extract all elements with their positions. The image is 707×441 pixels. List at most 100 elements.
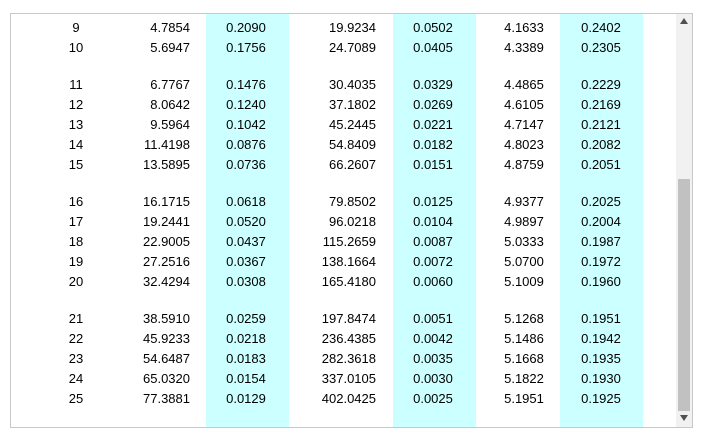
value-cell: 4.0214 <box>111 14 190 16</box>
value-cell: 0.0042 <box>413 331 453 346</box>
value-cell: 45.9233 <box>143 331 190 346</box>
vertical-scrollbar[interactable] <box>676 14 692 427</box>
value-cell: 79.8502 <box>329 194 376 209</box>
value-cell: 5.0333 <box>504 234 544 249</box>
value-cell: 0.0308 <box>226 274 266 289</box>
value-cell: 0.1935 <box>581 351 621 366</box>
value-cell: 9.5964 <box>150 117 190 132</box>
value-cell: 0.0129 <box>226 391 266 406</box>
value-cell: 96.0218 <box>329 214 376 229</box>
value-cell: 54.8409 <box>329 137 376 152</box>
row-index-cell: 20 <box>68 274 84 289</box>
row-index-cell: 14 <box>68 137 84 152</box>
value-cell: 0.0329 <box>413 77 453 92</box>
triangle-up-icon <box>680 18 688 24</box>
value-cell: 0.0151 <box>413 157 453 172</box>
value-cell: 8.0642 <box>150 97 190 112</box>
value-cell: 5.1951 <box>504 391 544 406</box>
value-cell: 6.7767 <box>150 77 190 92</box>
row-index-cell: 12 <box>68 97 84 112</box>
value-cell: 0.0629 <box>403 14 463 16</box>
row-index-cell: 15 <box>68 157 84 172</box>
table-row: 25 77.3881 0.0129 402.0425 0.0025 5.1951 0.192… <box>11 389 677 409</box>
table-viewport: 8 4.0214 0.2487 15.9020 0.0629 3.9544 0.2529 9 4… <box>11 14 677 427</box>
value-cell: 0.0182 <box>413 137 453 152</box>
value-cell: 0.0618 <box>226 194 266 209</box>
row-index-cell: 19 <box>68 254 84 269</box>
table-row: 12 8.0642 0.1240 37.1802 0.0269 4.6105 0.2169 <box>11 95 677 115</box>
value-cell: 337.0105 <box>321 371 376 386</box>
value-cell: 0.0104 <box>413 214 453 229</box>
table-row: 17 19.2441 0.0520 96.0218 0.0104 4.9897 0.2004 <box>11 212 677 232</box>
scroll-up-button[interactable] <box>676 14 692 30</box>
value-cell: 402.0425 <box>321 391 376 406</box>
value-cell: 0.0051 <box>413 311 453 326</box>
row-index-cell: 11 <box>69 77 83 92</box>
value-cell: 0.1930 <box>581 371 621 386</box>
value-cell: 3.9544 <box>489 14 559 16</box>
value-cell: 0.0367 <box>226 254 266 269</box>
value-cell: 5.1009 <box>504 274 544 289</box>
value-cell: 0.2487 <box>216 14 276 16</box>
value-cell: 5.1668 <box>504 351 544 366</box>
value-cell: 0.0876 <box>226 137 266 152</box>
value-cell: 5.1822 <box>504 371 544 386</box>
value-cell: 0.1942 <box>581 331 621 346</box>
value-cell: 0.0221 <box>413 117 453 132</box>
value-cell: 54.6487 <box>143 351 190 366</box>
row-index-cell: 23 <box>68 351 84 366</box>
highlight-column-band <box>560 14 643 427</box>
table-row: 23 54.6487 0.0183 282.3618 0.0035 5.1668 0.193… <box>11 349 677 369</box>
table-row: 8 4.0214 0.2487 15.9020 0.0629 3.9544 0.2529 <box>11 14 677 18</box>
value-cell: 0.2051 <box>581 157 621 172</box>
value-cell: 0.0030 <box>413 371 453 386</box>
table-row: 24 65.0320 0.0154 337.0105 0.0030 5.1822 0.193… <box>11 369 677 389</box>
highlight-column-band <box>206 14 289 427</box>
value-cell: 0.0060 <box>413 274 453 289</box>
table-row: 10 5.6947 0.1756 24.7089 0.0405 4.3389 0.2305 <box>11 38 677 58</box>
row-index-cell: 24 <box>68 371 84 386</box>
scrollbar-thumb[interactable] <box>678 179 690 411</box>
value-cell: 0.1240 <box>226 97 266 112</box>
value-cell: 77.3881 <box>143 391 190 406</box>
value-cell: 165.4180 <box>321 274 376 289</box>
value-cell: 0.0035 <box>413 351 453 366</box>
table-row: 18 22.9005 0.0437 115.2659 0.0087 5.0333 0.198… <box>11 232 677 252</box>
value-cell: 4.1633 <box>504 20 544 35</box>
value-cell: 15.9020 <box>296 14 376 16</box>
value-cell: 5.6947 <box>150 40 190 55</box>
table-row: 14 11.4198 0.0876 54.8409 0.0182 4.8023 0.2082 <box>11 135 677 155</box>
value-cell: 0.2121 <box>581 117 621 132</box>
value-cell: 19.2441 <box>143 214 190 229</box>
row-index-cell: 17 <box>68 214 84 229</box>
value-cell: 0.0405 <box>413 40 453 55</box>
table-body: 8 4.0214 0.2487 15.9020 0.0629 3.9544 0.2529 9 4… <box>11 14 677 409</box>
value-cell: 0.1960 <box>581 274 621 289</box>
row-index-cell: 13 <box>68 117 84 132</box>
table-row: 15 13.5895 0.0736 66.2607 0.0151 4.8759 0.2051 <box>11 155 677 175</box>
value-cell: 45.2445 <box>329 117 376 132</box>
value-cell: 0.0502 <box>413 20 453 35</box>
value-cell: 0.2090 <box>226 20 266 35</box>
row-index-cell: 18 <box>68 234 84 249</box>
table-row: 21 38.5910 0.0259 197.8474 0.0051 5.1268 0.195… <box>11 309 677 329</box>
value-cell: 4.9377 <box>504 194 544 209</box>
value-cell: 4.6105 <box>504 97 544 112</box>
value-cell: 0.2229 <box>581 77 621 92</box>
row-index-cell: 8 <box>61 14 91 16</box>
row-index-cell: 25 <box>68 391 84 406</box>
value-cell: 236.4385 <box>321 331 376 346</box>
value-cell: 0.0183 <box>226 351 266 366</box>
value-cell: 65.0320 <box>143 371 190 386</box>
value-cell: 138.1664 <box>321 254 376 269</box>
value-cell: 0.0736 <box>226 157 266 172</box>
row-index-cell: 16 <box>68 194 84 209</box>
value-cell: 0.0087 <box>413 234 453 249</box>
value-cell: 5.0700 <box>504 254 544 269</box>
value-cell: 0.1925 <box>581 391 621 406</box>
scroll-down-button[interactable] <box>676 411 692 427</box>
value-cell: 4.8023 <box>504 137 544 152</box>
value-cell: 0.2305 <box>581 40 621 55</box>
table-row: 20 32.4294 0.0308 165.4180 0.0060 5.1009 0.196… <box>11 272 677 292</box>
value-cell: 4.8759 <box>504 157 544 172</box>
